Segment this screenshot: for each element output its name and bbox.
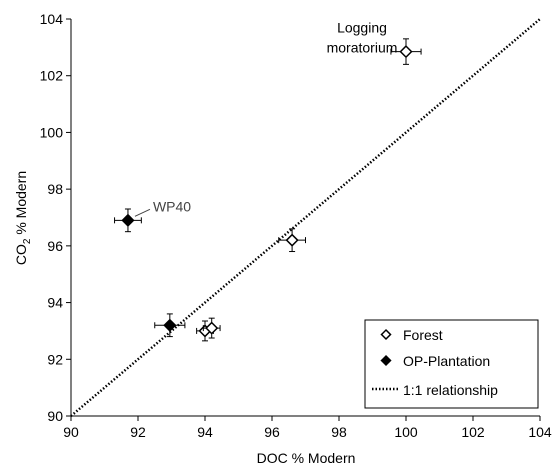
- x-tick-label: 98: [331, 424, 347, 440]
- legend-op-plantation-label: OP-Plantation: [403, 353, 490, 369]
- x-tick-label: 90: [63, 424, 79, 440]
- y-tick-label: 94: [47, 295, 63, 311]
- y-tick-label: 98: [47, 181, 63, 197]
- annotations: Logging moratorium WP40: [134, 20, 398, 217]
- legend-op-plantation-marker: [380, 354, 392, 367]
- forest-point: [202, 317, 221, 339]
- legend-forest-marker: [380, 328, 392, 341]
- op-plantation-marker: [121, 213, 135, 227]
- op-plantation-marker: [163, 318, 177, 332]
- y-tick-label: 92: [47, 351, 63, 367]
- annotation-wp40-leader: [134, 208, 151, 217]
- one-to-one-line-path: [70, 18, 541, 417]
- op-plantation-point: [114, 208, 142, 233]
- op-plantation-point: [154, 313, 186, 338]
- x-tick-label: 100: [394, 424, 418, 440]
- y-tick-label: 104: [40, 11, 64, 27]
- forest-marker: [285, 233, 299, 247]
- x-tick-label: 104: [528, 424, 552, 440]
- y-tick-label: 100: [40, 124, 64, 140]
- data-points: [114, 38, 422, 342]
- x-tick-label: 94: [197, 424, 213, 440]
- forest-point: [278, 228, 306, 253]
- annotation-wp40: WP40: [153, 198, 191, 214]
- x-axis-ticks: 90 92 94 96 98 100 102 104: [63, 416, 552, 440]
- y-tick-label: 96: [47, 238, 63, 254]
- x-tick-label: 96: [264, 424, 280, 440]
- y-axis-ticks: 90 92 94 96 98 100 102 104: [40, 11, 71, 424]
- one-to-one-line: [70, 18, 541, 417]
- axes: [70, 19, 540, 417]
- legend-1to1-label: 1:1 relationship: [403, 382, 498, 398]
- x-tick-label: 92: [130, 424, 146, 440]
- y-tick-label: 90: [47, 408, 63, 424]
- forest-marker: [205, 321, 219, 335]
- x-tick-label: 102: [461, 424, 485, 440]
- annotation-logging-line2: moratorium: [327, 40, 398, 56]
- forest-point: [390, 38, 422, 65]
- y-axis-title: CO2 % Modern: [13, 171, 33, 265]
- legend-box: [364, 319, 539, 409]
- legend-forest-label: Forest: [403, 327, 443, 343]
- annotation-logging-line1: Logging: [337, 20, 387, 36]
- y-tick-label: 102: [40, 68, 64, 84]
- x-axis-title: DOC % Modern: [257, 450, 356, 466]
- forest-marker: [399, 45, 413, 59]
- legend: Forest OP-Plantation 1:1 relationship: [364, 319, 539, 409]
